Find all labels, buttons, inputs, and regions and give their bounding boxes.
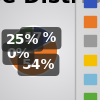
Wedge shape [8,26,33,51]
Title: Rule Type Distribution: Rule Type Distribution [0,0,100,7]
Text: 0%: 0% [7,47,30,61]
Wedge shape [33,26,55,51]
Text: 17%: 17% [24,31,57,45]
Wedge shape [8,51,33,57]
Text: 54%: 54% [22,58,55,72]
Wedge shape [9,39,58,76]
Legend: Accuracy, Completeness, Consistency, Timeliness, Uniqueness, Validity: Accuracy, Completeness, Consistency, Tim… [75,0,100,100]
Wedge shape [8,51,33,54]
Wedge shape [8,51,33,53]
Text: 25%: 25% [6,34,39,48]
